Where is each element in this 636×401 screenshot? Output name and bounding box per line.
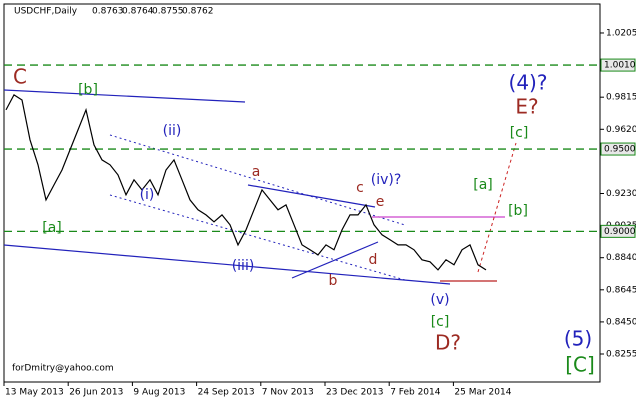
y-tick-label: 0.8255 [606,350,636,360]
channel-top [3,89,246,103]
y-tick-label: 0.9620 [606,125,636,135]
x-tick-label: 13 May 2013 [5,388,64,398]
y-tick-label: 0.9230 [606,189,636,199]
forecast-line [477,142,517,273]
wave-label: [b] [508,203,528,219]
wave-label: [C] [565,353,595,377]
level-label: 0.9500 [604,145,636,155]
y-tick-label: 0.8645 [606,285,636,295]
y-tick-label: 0.8840 [606,253,636,263]
x-tick-label: 9 Aug 2013 [133,388,185,398]
x-tick-label: 7 Feb 2014 [390,388,441,398]
wave-label: [c] [431,314,450,330]
wave-label: (v) [430,292,449,308]
ohlc-value: 0.8755 [152,7,184,17]
wave-label: [c] [510,125,529,141]
dotted-line [109,134,406,226]
credit: forDmitry@yahoo.com [12,364,114,374]
wave-label: [a] [473,177,493,193]
trend-lines [3,89,517,285]
y-tick-label: 1.0205 [606,28,636,38]
wave-label: d [369,252,378,268]
dotted-line [109,194,406,281]
level-box [600,58,636,72]
wave-label: a [252,164,261,180]
ohlc-value: 0.8763 [92,7,124,17]
level-label: 1.0010 [604,61,636,71]
wave-label: (i) [140,187,155,203]
y-tick-label: 0.8450 [606,317,636,327]
wave-label: [b] [78,82,98,98]
wave-label: c [356,180,364,196]
level-box [600,224,636,238]
wave-label: (4)? [509,71,548,95]
channel-bottom [3,244,451,285]
ohlc-value: 0.8764 [122,7,154,17]
price-line [5,94,487,271]
wave-label: E? [515,95,538,119]
x-tick-label: 25 Mar 2014 [454,388,511,398]
x-tick-label: 26 Jun 2013 [69,388,123,398]
wave-label: b [329,273,338,289]
wave-label: D? [435,331,461,355]
x-tick-label: 7 Nov 2013 [262,388,314,398]
wave-label: [a] [42,220,62,236]
wave-label: (iv)? [371,172,402,188]
wave-label: (iii) [232,258,255,274]
level-box [600,142,636,156]
ohlc-value: 0.8762 [182,7,214,17]
x-tick-label: 24 Sep 2013 [198,388,255,398]
wave-label: C [13,65,27,89]
symbol: USDCHF,Daily [14,7,78,17]
wave-label: (5) [564,327,592,351]
x-tick-label: 23 Dec 2013 [326,388,384,398]
level-label: 0.9000 [604,227,636,237]
wave-label: e [376,194,385,210]
triangle-top [247,184,376,208]
y-tick-label: 0.9815 [606,93,636,103]
triangle-bottom [291,241,379,279]
plot-area [3,3,601,383]
wave-label: (ii) [163,123,182,139]
